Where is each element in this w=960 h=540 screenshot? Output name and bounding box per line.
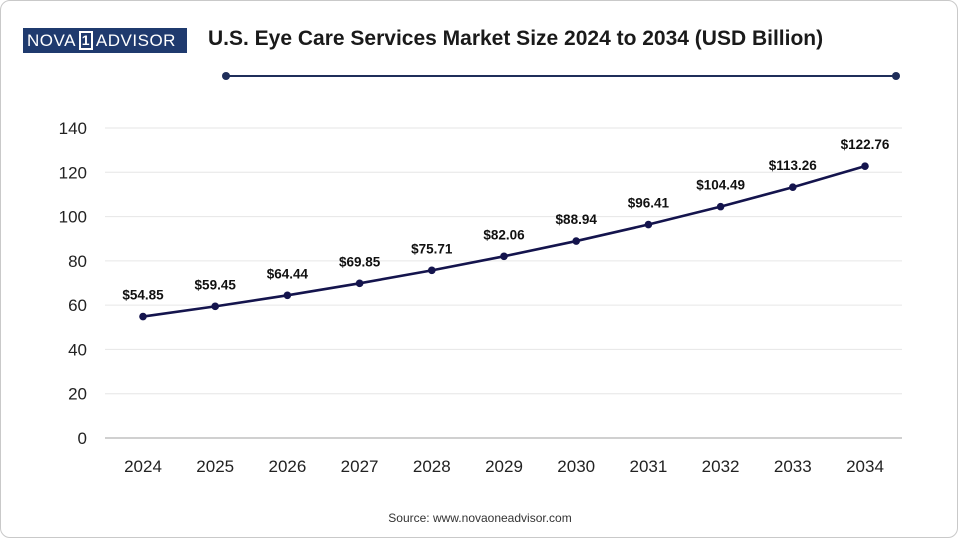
data-point [716, 202, 725, 211]
source-note: Source: www.novaoneadvisor.com [388, 511, 572, 525]
x-tick-label: 2034 [846, 457, 884, 476]
x-tick-label: 2025 [196, 457, 234, 476]
x-tick-label: 2024 [124, 457, 162, 476]
y-tick-label: 60 [68, 296, 87, 315]
logo-text-left: NOVA [27, 30, 76, 50]
data-point [355, 279, 364, 288]
x-tick-label: 2026 [268, 457, 306, 476]
data-label: $113.26 [769, 158, 818, 173]
data-point [211, 302, 219, 311]
x-tick-label: 2028 [413, 457, 451, 476]
title-underline [222, 72, 900, 80]
data-point [644, 220, 653, 229]
data-label: $88.94 [556, 212, 598, 227]
data-point [789, 183, 797, 192]
x-tick-label: 2027 [341, 457, 379, 476]
underline-right-dot [892, 72, 900, 80]
data-label: $59.45 [195, 277, 237, 292]
x-tick-label: 2033 [774, 457, 812, 476]
logo-mark: 1 [78, 31, 93, 50]
data-label: $75.71 [411, 241, 453, 256]
data-point [500, 252, 508, 261]
data-label: $82.06 [483, 227, 525, 242]
y-tick-label: 80 [68, 252, 87, 271]
data-point [283, 291, 292, 300]
brand-logo: NOVA 1 ADVISOR [23, 28, 187, 53]
x-tick-label: 2032 [702, 457, 740, 476]
data-label: $54.85 [122, 288, 164, 303]
y-tick-label: 120 [59, 163, 87, 182]
x-tick-label: 2031 [629, 457, 667, 476]
data-point [572, 237, 580, 245]
y-tick-label: 140 [59, 119, 87, 138]
y-tick-label: 0 [78, 429, 87, 448]
data-label: $104.49 [696, 178, 745, 193]
y-tick-label: 40 [68, 340, 87, 359]
x-tick-label: 2030 [557, 457, 595, 476]
data-label: $96.41 [628, 196, 670, 211]
y-tick-label: 100 [59, 208, 87, 227]
logo-text-right: ADVISOR [95, 30, 176, 50]
y-tick-label: 20 [68, 385, 87, 404]
chart-title: U.S. Eye Care Services Market Size 2024 … [208, 27, 824, 50]
data-label: $64.44 [267, 266, 309, 281]
data-label: $69.85 [339, 254, 381, 269]
data-point [139, 312, 147, 321]
data-label: $122.76 [841, 137, 890, 152]
data-point [428, 266, 436, 275]
data-point [861, 162, 869, 170]
x-tick-label: 2029 [485, 457, 523, 476]
underline-left-dot [222, 72, 230, 80]
